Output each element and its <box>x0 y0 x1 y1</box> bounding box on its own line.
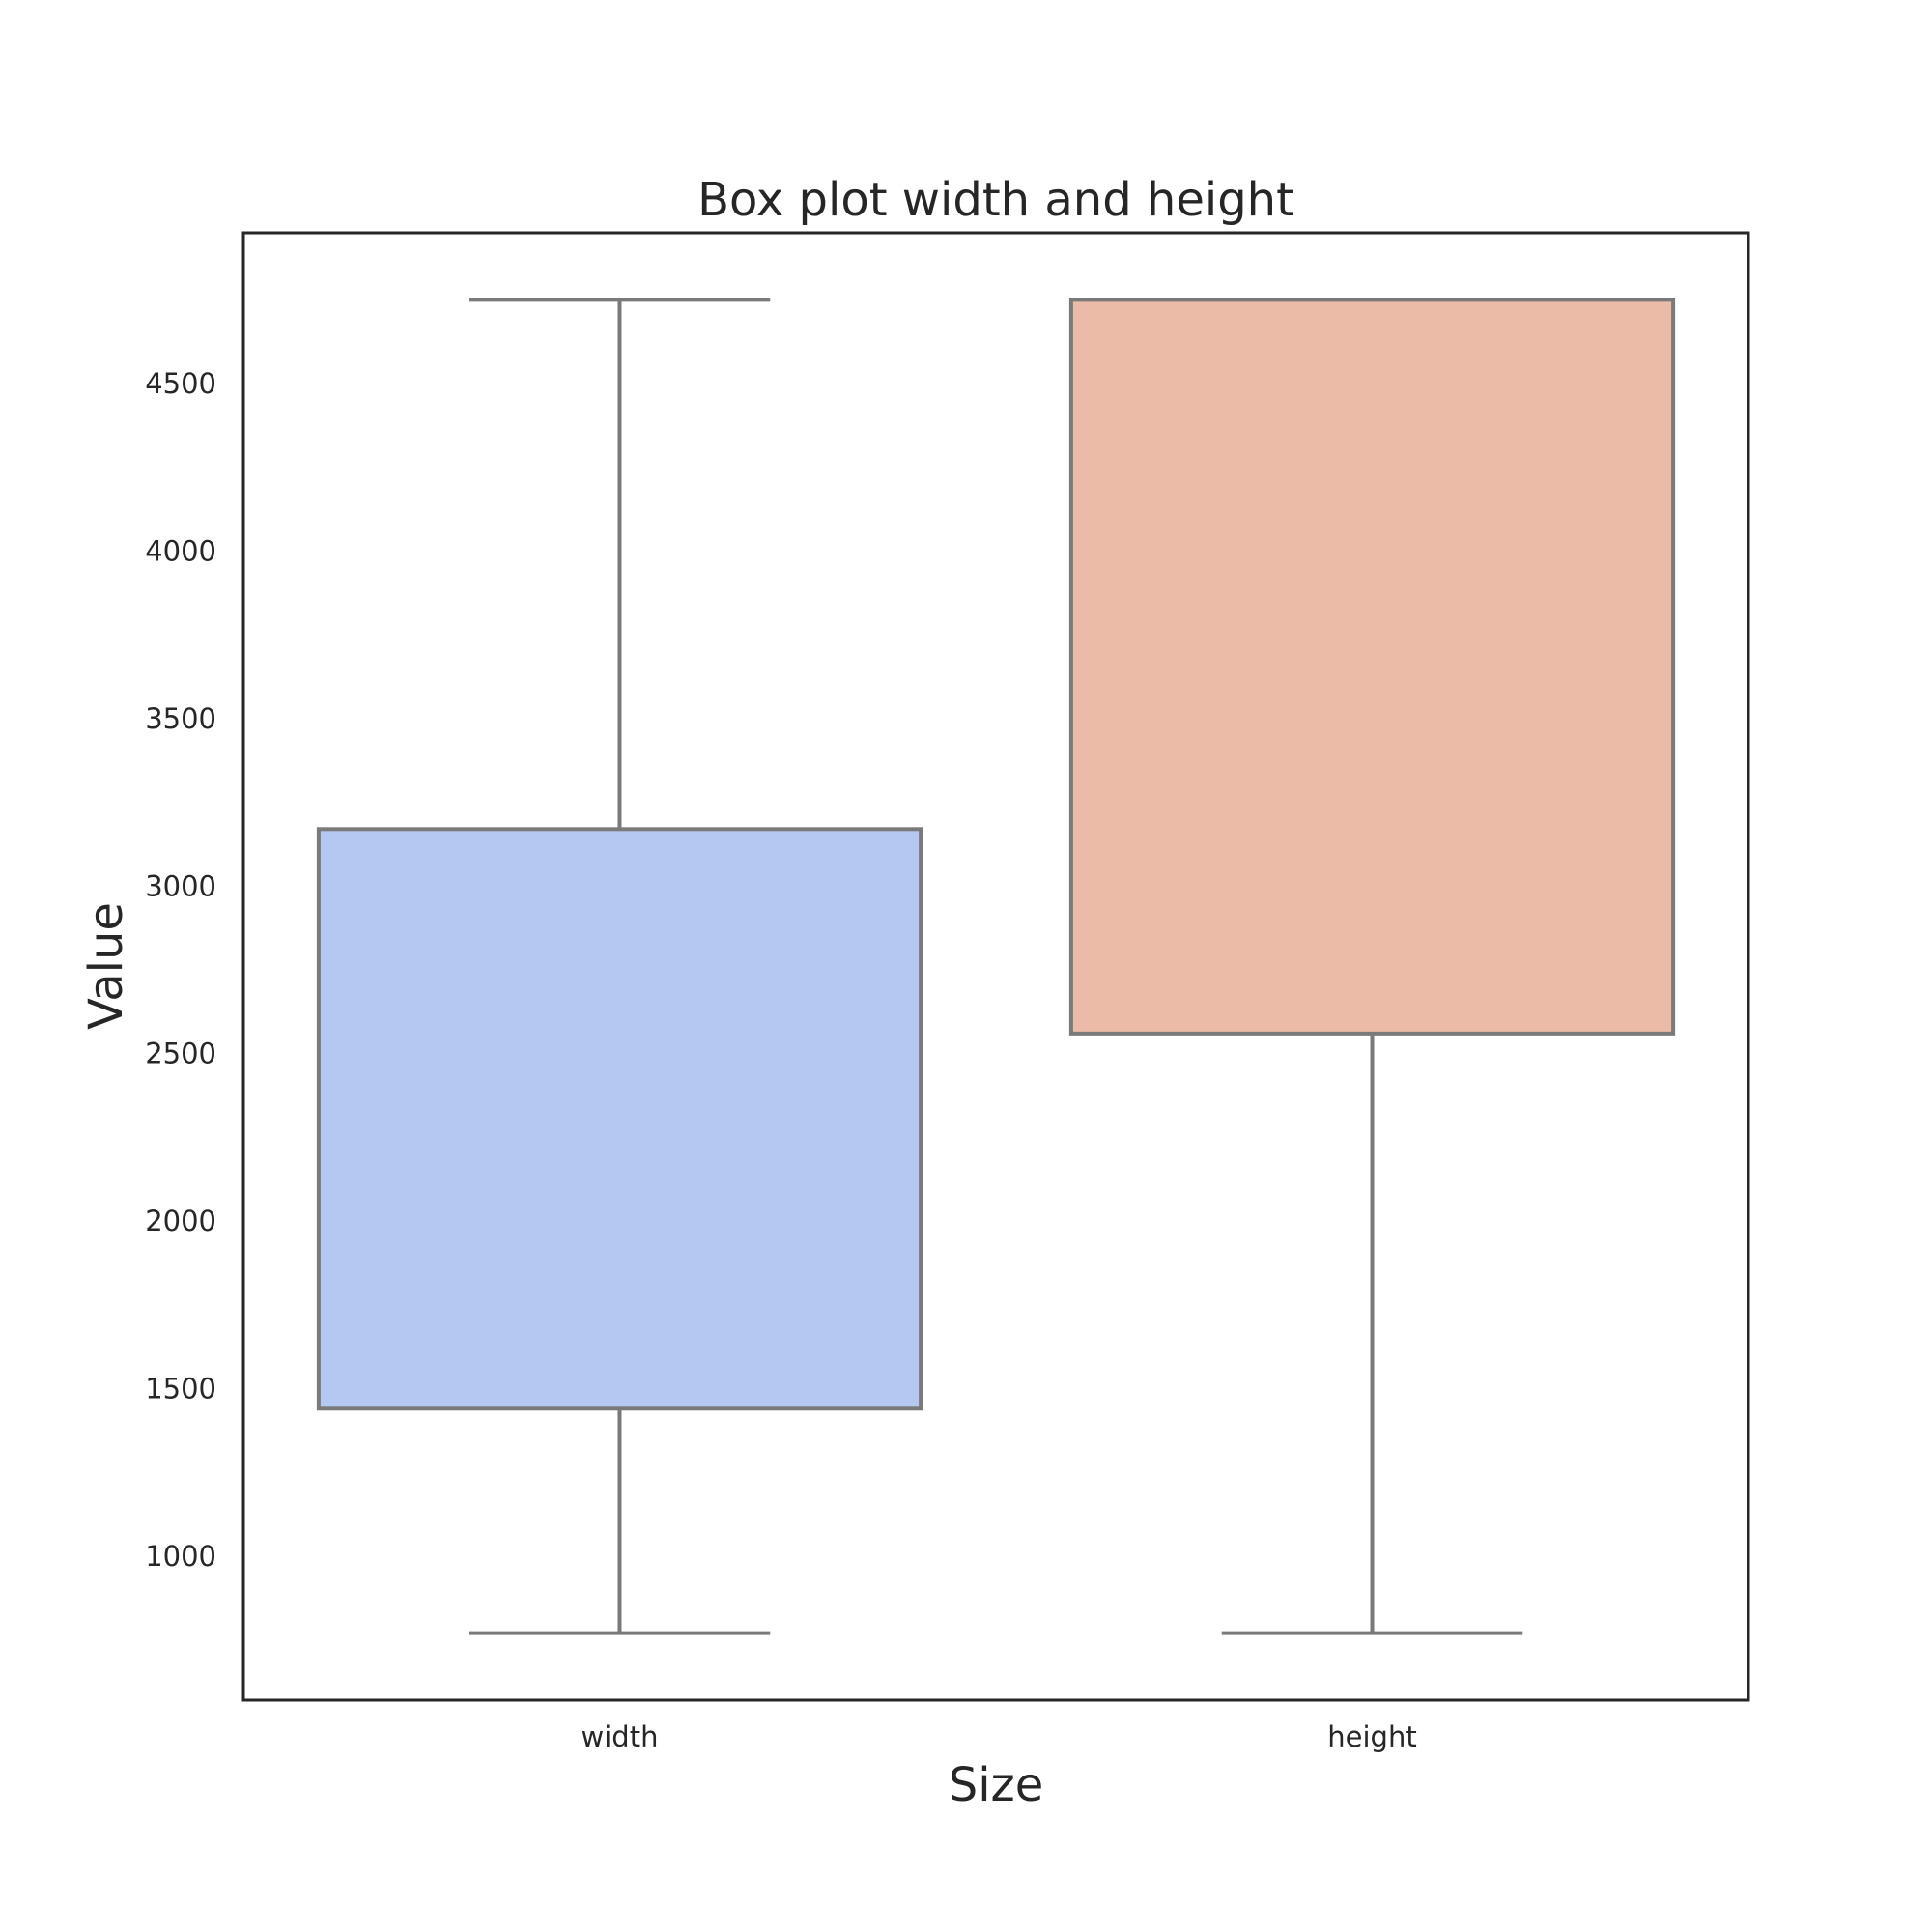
y-tick-label: 4000 <box>145 534 216 567</box>
iqr-box-width <box>316 827 923 1411</box>
box-width <box>316 298 923 1635</box>
x-tick-label: width <box>582 1720 659 1753</box>
x-axis-ticks: width height <box>582 1720 1417 1753</box>
plot-frame <box>242 231 1750 1702</box>
y-tick-label: 3500 <box>145 702 216 735</box>
y-tick-label: 2000 <box>145 1205 216 1237</box>
y-tick-label: 3000 <box>145 869 216 902</box>
chart-title: Box plot width and height <box>697 173 1294 227</box>
y-tick-label: 1000 <box>145 1540 216 1573</box>
y-tick-label: 4500 <box>145 367 216 400</box>
x-tick-label: height <box>1327 1720 1416 1753</box>
y-tick-label: 1500 <box>145 1372 216 1405</box>
y-axis-label: Value <box>79 902 133 1030</box>
plot-area <box>316 298 1676 1635</box>
iqr-box-height <box>1068 298 1676 1036</box>
box-height <box>1068 298 1676 1635</box>
y-tick-label: 2500 <box>145 1037 216 1070</box>
y-axis-ticks: 1000 1500 2000 2500 3000 3500 4000 4500 <box>145 367 216 1573</box>
x-axis-label: Size <box>949 1758 1044 1812</box>
